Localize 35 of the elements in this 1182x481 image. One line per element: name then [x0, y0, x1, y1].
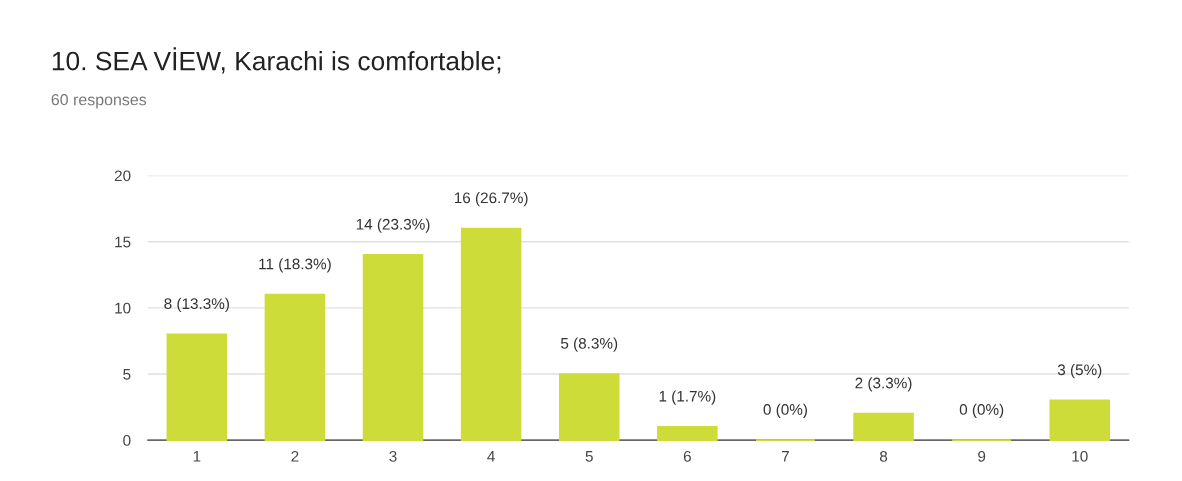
bar	[657, 426, 718, 441]
chart-title: 10. SEA VİEW, Karachi is comfortable;	[52, 47, 501, 74]
data-label: 3 (5%)	[1057, 363, 1102, 379]
x-tick-label: 4	[487, 451, 495, 462]
data-label: 14 (23.3%)	[356, 218, 430, 233]
y-tick-label: 10	[115, 302, 131, 314]
bar	[558, 373, 620, 441]
bar	[362, 254, 424, 441]
data-label: 1 (1.7%)	[659, 390, 716, 405]
x-tick-label: 1	[193, 451, 201, 462]
x-tick-label: 9	[978, 450, 986, 462]
x-tick-label: 8	[879, 450, 888, 462]
bar	[166, 333, 228, 441]
y-tick-label: 20	[114, 170, 131, 182]
x-tick-label: 2	[291, 450, 299, 462]
y-tick-label: 5	[123, 369, 131, 380]
y-tick-label: 15	[115, 236, 131, 248]
data-label: 8 (13.3%)	[164, 297, 229, 313]
data-label: 2 (3.3%)	[855, 377, 912, 392]
data-label: 16 (26.7%)	[454, 192, 528, 207]
x-tick-label: 5	[585, 451, 593, 462]
bar	[853, 412, 914, 441]
data-label: 0 (0%)	[763, 403, 807, 418]
x-tick-label: 10	[1072, 450, 1088, 462]
y-tick-label: 0	[123, 434, 131, 446]
x-tick-label: 6	[683, 450, 691, 462]
data-label: 5 (8.3%)	[560, 337, 618, 352]
bar	[1049, 399, 1111, 441]
x-tick-label: 7	[781, 451, 789, 462]
data-label: 0 (0%)	[959, 403, 1004, 418]
chart-subtitle: 60 responses	[51, 93, 147, 109]
bar	[264, 293, 326, 441]
bar	[460, 227, 522, 441]
x-tick-label: 3	[389, 450, 397, 462]
data-label: 11 (18.3%)	[259, 258, 331, 273]
